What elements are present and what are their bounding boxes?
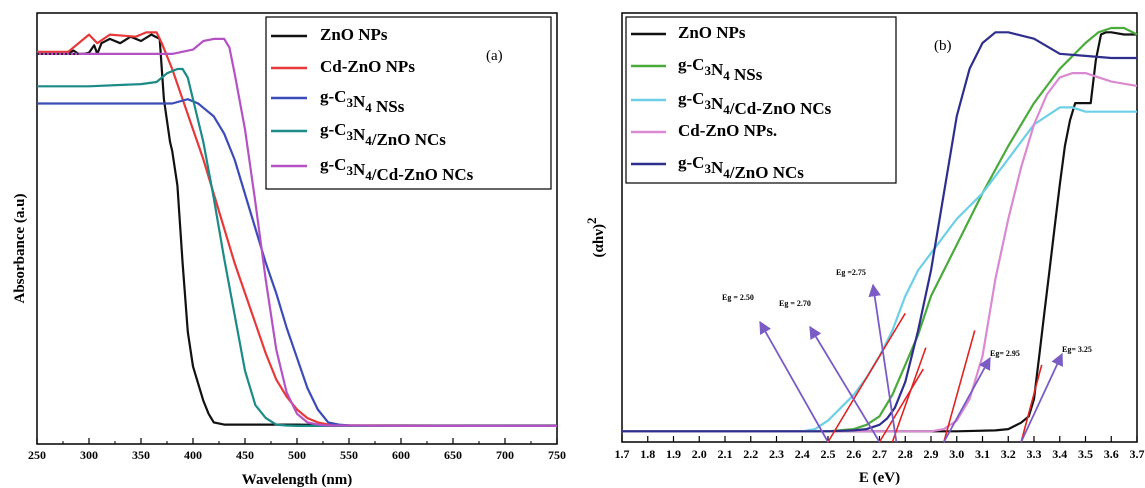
eg-annotation-b: Eg =2.75 [836, 268, 866, 277]
series-line-b-3 [622, 72, 1138, 433]
x-tick-label-a: 550 [340, 448, 358, 462]
x-tick-label-b: 2.2 [743, 447, 758, 461]
x-tick-label-a: 600 [392, 448, 410, 462]
eg-arrow-b [1020, 352, 1063, 443]
x-tick-label-a: 300 [80, 448, 98, 462]
legend-label-a: g-C3N4/Cd-ZnO NCs [320, 155, 474, 184]
x-tick-label-b: 3.3 [1027, 447, 1042, 461]
x-tick-label-a: 250 [28, 448, 46, 462]
legend-label-b: g-C3N4/Cd-ZnO NCs [678, 89, 832, 118]
x-tick-label-b: 1.9 [666, 447, 681, 461]
series-line-b-2 [622, 106, 1137, 433]
x-tick-label-b: 3.2 [1001, 447, 1016, 461]
series-line-a-1 [37, 31, 557, 427]
panel-label-a: (a) [486, 48, 503, 64]
x-axis-title-b: E (eV) [859, 470, 900, 486]
y-axis-title-b: (αhν)2 [584, 218, 607, 258]
eg-arrow-b [809, 325, 881, 443]
x-tick-label-b: 1.8 [640, 447, 655, 461]
x-tick-label-a: 700 [496, 448, 514, 462]
x-tick-label-b: 2.1 [718, 447, 733, 461]
x-tick-label-b: 3.7 [1130, 447, 1145, 461]
y-axis-title-a: Absorbance (a.u) [12, 193, 28, 303]
x-tick-label-b: 2.3 [769, 447, 784, 461]
x-tick-label-b: 3.0 [949, 447, 964, 461]
x-tick-label-b: 1.7 [615, 447, 630, 461]
eg-arrow-b [868, 283, 898, 443]
eg-annotation-b: Eg = 2.70 [779, 299, 811, 308]
eg-annotation-b: Eg= 3.25 [1062, 345, 1092, 354]
x-tick-label-b: 2.5 [821, 447, 836, 461]
legend-label-b: ZnO NPs [678, 23, 746, 42]
series-line-a-3 [37, 67, 557, 427]
x-tick-label-b: 2.4 [795, 447, 810, 461]
x-tick-label-b: 2.0 [692, 447, 707, 461]
legend-a: ZnO NPs Cd-ZnO NPs g-C3N4 NSs g-C3N4/ZnO NC… [265, 16, 552, 190]
x-tick-label-a: 750 [548, 448, 566, 462]
legend-label-b: g-C3N4/ZnO NCs [678, 153, 804, 182]
x-axis-title-a: Wavelength (nm) [242, 472, 352, 488]
x-tick-label-b: 2.6 [846, 447, 861, 461]
x-tick-label-a: 500 [288, 448, 306, 462]
tangent-line-b [943, 330, 976, 443]
x-tick-label-b: 2.9 [924, 447, 939, 461]
x-tick-label-b: 3.4 [1052, 447, 1067, 461]
panel-a: 250 300 350 400 450 500 550 600 650 700 750 Wavelen… [12, 12, 566, 488]
eg-arrow-b [759, 320, 829, 443]
tangent-line-b [827, 312, 906, 443]
panel-label-b: (b) [934, 38, 952, 54]
legend-label-a: Cd-ZnO NPs [320, 57, 415, 76]
x-tick-label-b: 3.6 [1104, 447, 1119, 461]
x-tick-label-a: 350 [132, 448, 150, 462]
x-tick-label-b: 2.7 [872, 447, 887, 461]
x-tick-label-a: 400 [184, 448, 202, 462]
series-line-b-0 [622, 31, 1137, 433]
legend-label-a: g-C3N4 NSs [320, 87, 405, 116]
legend-label-a: g-C3N4/ZnO NCs [320, 120, 446, 149]
eg-arrow-b [943, 356, 991, 443]
eg-annotation-b: Eg= 2.95 [990, 349, 1020, 358]
x-tick-label-b: 3.5 [1078, 447, 1093, 461]
eg-annotation-b: Eg = 2.50 [722, 293, 754, 302]
x-tick-label-b: 3.1 [975, 447, 990, 461]
panel-b: 1.7 1.8 1.9 2.0 2.1 2.2 2.3 2.4 2.5 2.6 2.7 2.8 2.9 3… [584, 12, 1145, 486]
tangent-line-b [878, 368, 924, 443]
legend-box-a [265, 16, 552, 190]
legend-label-a: ZnO NPs [320, 25, 388, 44]
legend-label-b: Cd-ZnO NPs. [678, 121, 777, 140]
legend-box-b [625, 16, 897, 184]
legend-label-b: g-C3N4 NSs [678, 55, 763, 84]
tangent-line-b [891, 347, 927, 443]
x-tick-label-b: 2.8 [898, 447, 913, 461]
series-line-b-1 [622, 26, 1138, 433]
legend-b: ZnO NPs g-C3N4 NSs g-C3N4/Cd-ZnO NCs Cd-ZnO… [625, 16, 897, 184]
series-line-a-4 [37, 37, 557, 427]
tangent-line-b [1020, 364, 1043, 443]
x-tick-label-a: 450 [236, 448, 254, 462]
x-tick-label-a: 650 [444, 448, 462, 462]
